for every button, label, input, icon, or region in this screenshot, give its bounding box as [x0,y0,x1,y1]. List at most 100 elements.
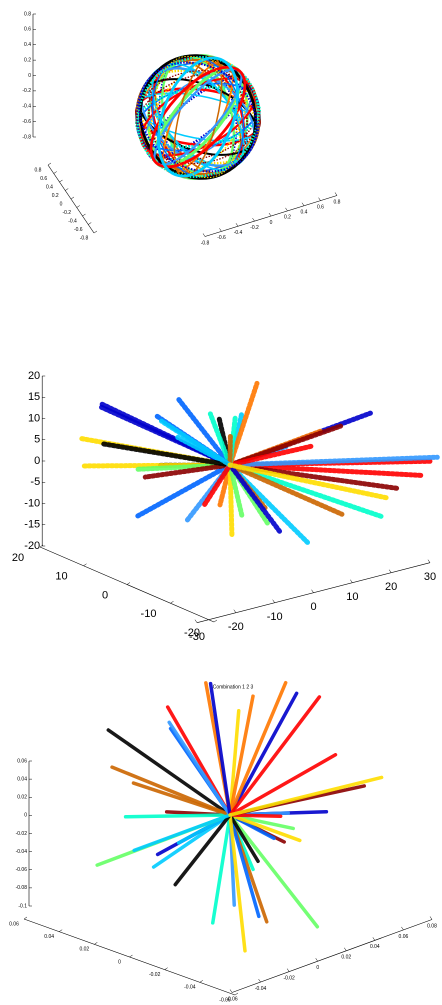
x-tick-label: -0.8 [201,240,210,246]
x-tick-label: -0.04 [255,986,267,992]
y-tick-label: 0 [118,959,121,965]
z-tick-label: -0.8 [22,134,31,140]
z-tick-label: -0.2 [22,88,31,94]
tick-mark [350,579,353,583]
x-tick-label: -20 [228,621,244,633]
z-tick-label: 0.8 [24,11,31,17]
x-tick-label: -0.4 [234,230,243,236]
z-tick-label: 0.06 [17,758,27,764]
x-tick-label: 0.04 [370,944,380,950]
tick-mark [235,223,239,227]
z-tick-label: 10 [28,412,40,424]
ray [227,462,345,517]
axis-line [231,919,433,993]
y-tick-label: -0.2 [62,210,71,216]
tick-mark [202,233,206,237]
tick-mark [285,207,288,212]
x-tick-label: -0.02 [283,975,295,981]
x-tick-label: -0.2 [250,225,259,231]
z-tick-label: -0.6 [22,119,31,125]
tick-mark [39,544,44,548]
tick-mark [401,926,404,931]
x-tick-label: 10 [346,591,358,603]
ray [142,462,233,480]
ray [228,694,255,817]
tick-mark [234,992,239,996]
x-tick-label: 0 [316,965,319,971]
tick-mark [88,222,92,225]
tick-mark [199,980,203,983]
ray [228,813,261,919]
tick-mark [318,197,321,201]
x-tick-label: 0.02 [341,955,351,961]
tick-mark [59,179,63,183]
y-tick-label: 0.06 [9,921,19,927]
ray [227,462,390,501]
ray [227,443,315,468]
chart-title: Combination 1 2 3 [213,684,254,690]
ray [110,765,232,817]
ray [167,720,232,817]
x-tick-label: -10 [267,611,283,623]
z-tick-label: 0.2 [24,57,31,63]
x-tick-label: 0.06 [399,934,409,940]
y-tick-label: 20 [12,552,24,564]
orbit [138,61,258,173]
x-tick-label: 0 [270,220,273,226]
tick-mark [59,929,63,932]
ray [211,813,232,925]
y-tick-label: 0.6 [40,176,47,182]
ray [228,813,320,929]
ray [228,813,260,864]
tick-mark [213,619,218,623]
tick-mark [252,217,255,222]
tick-mark [229,989,233,993]
x-tick-label: 20 [385,581,397,593]
y-tick-label: 0.2 [52,193,59,199]
x-tick-label: 0.8 [334,199,341,205]
ray [202,462,233,507]
x-tick-label: 30 [424,571,436,583]
ray [227,380,260,468]
z-tick-label: -20 [24,540,40,552]
y-tick-label: -0.02 [149,972,161,978]
y-tick-label: -0.04 [184,985,196,991]
tick-mark [372,937,376,941]
tick-mark [65,188,69,191]
z-tick-label: 20 [28,370,40,382]
z-tick-label: -10 [24,497,40,509]
z-tick-label: 0.6 [24,27,31,33]
tick-mark [53,171,57,174]
tick-mark [126,582,131,585]
tick-mark [76,205,80,208]
z-tick-label: -0.06 [16,867,28,873]
ray [228,813,283,818]
tick-mark [429,916,433,920]
tick-mark [170,601,174,604]
orbit [149,65,247,169]
ray [228,695,322,817]
ray [173,813,232,887]
orbit [136,56,260,178]
tick-mark [194,619,198,623]
tick-mark [94,942,98,945]
x-tick-label: 0.08 [427,923,437,929]
x-tick-label: -0.6 [217,235,226,241]
tick-mark [93,230,98,234]
y-tick-label: 0.4 [46,184,53,190]
y-tick-label: 0 [102,589,108,601]
orbit [157,56,239,178]
ray [227,454,440,468]
ray [99,441,233,468]
tick-mark [47,162,52,166]
ray [228,813,247,953]
ray [132,813,232,853]
y-tick-label: -0.4 [68,218,77,224]
tick-mark [70,196,75,200]
z-tick-label: 0 [24,813,27,819]
ray [228,680,288,817]
x-tick-label: 0.2 [284,215,291,221]
z-tick-label: -0.08 [16,885,28,891]
z-tick-label: -0.04 [16,849,28,855]
tick-mark [301,202,305,206]
